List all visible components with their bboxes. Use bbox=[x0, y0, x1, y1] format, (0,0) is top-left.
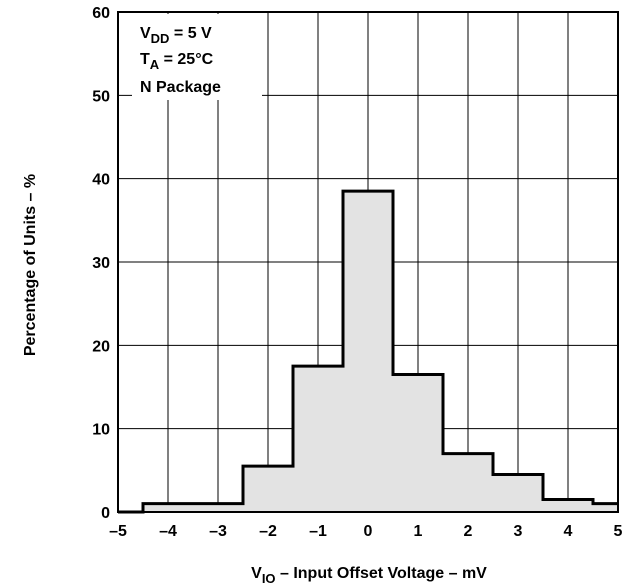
y-tick-label-4: 40 bbox=[92, 172, 110, 189]
histogram-bar-5 bbox=[393, 374, 443, 512]
y-tick-label-6: 60 bbox=[92, 5, 110, 22]
annotation-line-3-prefix: N Package bbox=[140, 79, 221, 96]
histogram-bar-2 bbox=[243, 466, 293, 512]
annotation-line-1-sub: DD bbox=[151, 31, 170, 46]
x-tick-label-8: 3 bbox=[514, 523, 523, 540]
annotation-background bbox=[132, 14, 262, 100]
x-tick-label-7: 2 bbox=[464, 523, 473, 540]
x-tick-label-3: –2 bbox=[259, 523, 277, 540]
annotation-line-1-text: = 5 V bbox=[169, 25, 212, 42]
annotation-line-2-text: = 25°C bbox=[159, 51, 213, 68]
x-axis-title-prefix: V bbox=[251, 565, 262, 582]
x-tick-label-10: 5 bbox=[614, 523, 623, 540]
y-axis-title: Percentage of Units – % bbox=[22, 174, 39, 356]
x-tick-label-6: 1 bbox=[414, 523, 423, 540]
y-tick-label-3: 30 bbox=[92, 255, 110, 272]
histogram-bar-1 bbox=[143, 503, 243, 512]
x-axis-title-text: – Input Offset Voltage – mV bbox=[276, 565, 488, 582]
histogram-bar-8 bbox=[543, 499, 593, 512]
x-tick-label-2: –3 bbox=[209, 523, 227, 540]
y-tick-label-0: 0 bbox=[101, 505, 110, 522]
x-axis-title: VIO – Input Offset Voltage – mV bbox=[251, 565, 487, 586]
annotation-line-2: TA = 25°C bbox=[140, 51, 214, 72]
histogram-bar-6 bbox=[443, 453, 493, 512]
histogram-bar-7 bbox=[493, 474, 543, 512]
y-tick-label-2: 20 bbox=[92, 338, 110, 355]
x-tick-label-9: 4 bbox=[564, 523, 573, 540]
annotation-line-3: N Package bbox=[140, 79, 221, 96]
histogram-bar-4 bbox=[343, 191, 393, 512]
annotation-line-1: VDD = 5 V bbox=[140, 25, 212, 46]
x-axis-title-sub: IO bbox=[262, 571, 276, 586]
y-tick-label-1: 10 bbox=[92, 422, 110, 439]
annotation-line-2-prefix: T bbox=[140, 51, 150, 68]
x-tick-label-4: –1 bbox=[309, 523, 327, 540]
plot-border bbox=[117, 11, 619, 513]
plot-frame bbox=[117, 11, 619, 513]
x-tick-label-0: –5 bbox=[109, 523, 127, 540]
histogram-outline bbox=[118, 189, 618, 514]
x-tick-label-1: –4 bbox=[159, 523, 177, 540]
conditions-annotation: VDD = 5 V TA = 25°C N Package bbox=[132, 14, 262, 100]
x-tick-label-5: 0 bbox=[364, 523, 373, 540]
histogram-bar-3 bbox=[293, 366, 343, 512]
y-tick-label-5: 50 bbox=[92, 88, 110, 105]
annotation-line-2-sub: A bbox=[150, 57, 160, 72]
histogram-bar-9 bbox=[593, 503, 618, 512]
annotation-line-1-prefix: V bbox=[140, 25, 151, 42]
histogram-bars bbox=[118, 189, 618, 514]
